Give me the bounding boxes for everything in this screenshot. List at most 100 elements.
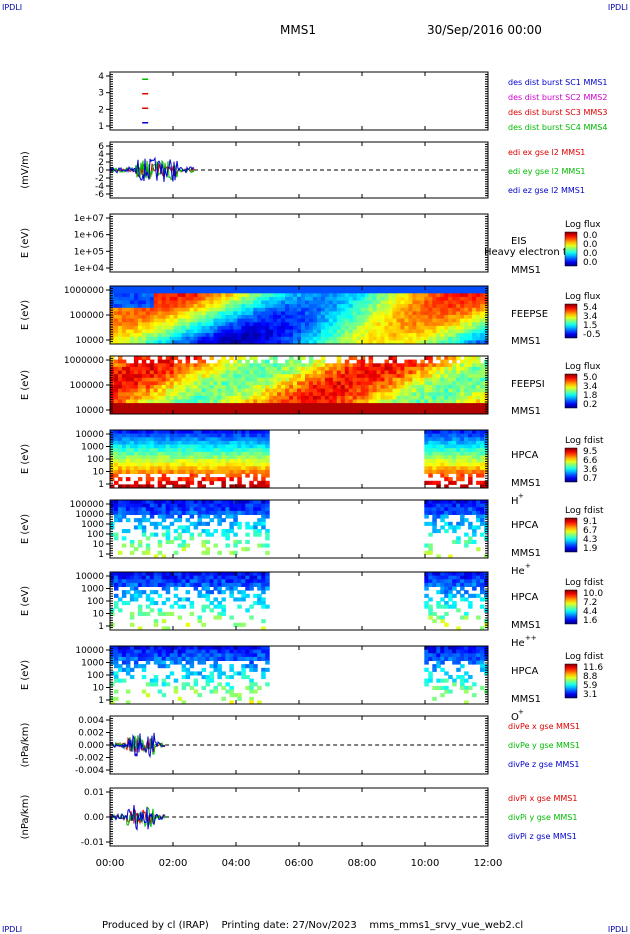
spectrogram-cell: [110, 484, 115, 489]
spectrogram-cell: [460, 473, 465, 478]
spectrogram-cell: [348, 381, 354, 386]
spectrogram-cell: [444, 307, 449, 312]
spectrogram-cell: [177, 469, 183, 474]
spectrogram-cell: [157, 307, 163, 312]
spectrogram-cell: [448, 300, 453, 305]
spectrogram-cell: [404, 392, 409, 397]
spectrogram-cell: [372, 315, 378, 320]
spectrogram-cell: [301, 366, 306, 371]
spectrogram-cell: [468, 473, 473, 478]
spectrogram-cell: [308, 406, 314, 411]
spectrogram-cell: [420, 315, 425, 320]
spectrogram-cell: [125, 477, 131, 482]
spectrogram-cell: [165, 459, 171, 464]
spectrogram-cell: [229, 448, 234, 453]
spectrogram-cell: [173, 536, 179, 541]
spectrogram-cell: [408, 370, 413, 375]
spectrogram-cell: [432, 459, 437, 464]
spectrogram-cell: [181, 430, 187, 435]
spectrogram-cell: [273, 410, 278, 415]
spectrogram-cell: [269, 318, 274, 323]
spectrogram-cell: [424, 318, 429, 323]
spectrogram-cell: [408, 336, 413, 341]
spectrogram-cell: [444, 333, 449, 338]
spectrogram-cell: [316, 307, 322, 312]
spectrogram-cell: [404, 300, 409, 305]
spectrogram-cell: [261, 410, 266, 415]
spectrogram-cell: [133, 410, 139, 415]
spectrogram-cell: [118, 597, 123, 602]
spectrogram-cell: [456, 444, 461, 449]
spectrogram-cell: [201, 500, 206, 505]
spectrogram-cell: [225, 296, 230, 301]
spectrogram-cell: [305, 304, 310, 309]
spectrogram-cell: [213, 529, 218, 534]
spectrogram-cell: [177, 395, 183, 400]
spectrogram-cell: [388, 395, 393, 400]
spectrogram-cell: [245, 521, 250, 526]
spectrogram-cell: [129, 437, 135, 442]
spectrogram-cell: [185, 333, 191, 338]
spectrogram-cell: [253, 403, 258, 408]
spectrogram-cell: [424, 466, 429, 471]
spectrogram-cell: [308, 403, 314, 408]
spectrogram-cell: [145, 440, 151, 445]
spectrogram-cell: [344, 296, 350, 301]
spectrogram-cell: [177, 333, 183, 338]
spectrogram-cell: [217, 293, 222, 298]
spectrogram-cell: [233, 448, 238, 453]
spectrogram-cell: [316, 403, 322, 408]
spectrogram-cell: [125, 286, 131, 291]
spectrogram-cell: [392, 366, 397, 371]
spectrogram-cell: [133, 340, 139, 345]
spectrogram-cell: [392, 392, 397, 397]
spectrogram-cell: [197, 469, 202, 474]
spectrogram-cell: [293, 336, 298, 341]
header-date: 30/Sep/2016 00:00: [427, 23, 542, 37]
spectrogram-cell: [273, 374, 278, 379]
spectrogram-cell: [237, 510, 242, 515]
spectrogram-cell: [213, 455, 218, 460]
spectrogram-cell: [436, 356, 441, 361]
spectrogram-cell: [161, 286, 167, 291]
spectrogram-cell: [305, 388, 310, 393]
spectrogram-cell: [233, 395, 238, 400]
spectrogram-cell: [428, 311, 433, 316]
spectrogram-cell: [249, 448, 254, 453]
spectrogram-cell: [444, 311, 449, 316]
spectrogram-cell: [209, 340, 214, 345]
spectrogram-cell: [348, 318, 354, 323]
spectrogram-cell: [265, 466, 270, 471]
spectrogram-cell: [185, 455, 191, 460]
spectrogram-cell: [181, 543, 187, 548]
spectrogram-cell: [452, 366, 457, 371]
spectrogram-cell: [412, 289, 417, 294]
spectrogram-cell: [173, 593, 179, 598]
spectrogram-cell: [412, 315, 417, 320]
spectrogram-cell: [400, 325, 405, 330]
spectrogram-cell: [209, 410, 214, 415]
spectrogram-cell: [408, 403, 413, 408]
spectrogram-cell: [249, 459, 254, 464]
spectrogram-cell: [348, 399, 354, 404]
spectrogram-cell: [181, 575, 187, 580]
spectrogram-cell: [189, 293, 195, 298]
spectrogram-cell: [416, 315, 421, 320]
spectrogram-cell: [464, 385, 469, 390]
spectrogram-cell: [110, 410, 115, 415]
spectrogram-cell: [193, 459, 199, 464]
spectrogram-cell: [133, 374, 139, 379]
spectrogram-cell: [293, 286, 298, 291]
spectrogram-cell: [460, 286, 465, 291]
spectrogram-cell: [253, 304, 258, 309]
spectrogram-cell: [181, 381, 187, 386]
spectrogram-cell: [225, 572, 230, 577]
spectrogram-cell: [209, 448, 214, 453]
spectrogram-cell: [173, 307, 179, 312]
spectrogram-cell: [137, 500, 143, 505]
spectrogram-cell: [201, 318, 206, 323]
spectrogram-cell: [404, 374, 409, 379]
spectrogram-cell: [213, 462, 218, 467]
spectrogram-cell: [420, 392, 425, 397]
spectrogram-cell: [332, 315, 338, 320]
